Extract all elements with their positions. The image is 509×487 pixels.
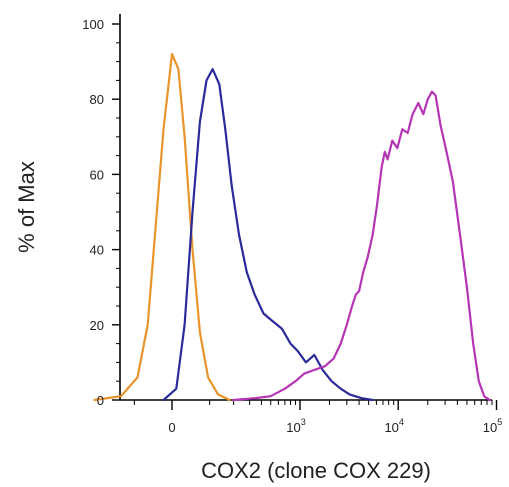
x-tick-label-1000: 103 [286, 417, 305, 435]
x-axis-title: COX2 (clone COX 229) [201, 458, 431, 483]
y-tick-label-60: 60 [90, 167, 104, 182]
y-tick-label-20: 20 [90, 318, 104, 333]
y-axis-title: % of Max [14, 161, 39, 253]
x-tick-label-100000: 105 [483, 417, 502, 435]
x-tick-exponent: 3 [301, 417, 306, 427]
series-line-2 [162, 68, 374, 402]
y-tick-label-0: 0 [97, 393, 104, 408]
y-tick-labels: 0 20 40 60 80 100 [82, 17, 104, 408]
series-line-1 [93, 53, 231, 402]
series-line-3 [232, 90, 491, 402]
x-tick-label-10000: 104 [384, 417, 403, 435]
series-layer [93, 53, 491, 402]
y-tick-label-100: 100 [82, 17, 104, 32]
y-tick-label-80: 80 [90, 92, 104, 107]
y-tick-label-40: 40 [90, 243, 104, 258]
x-tick-label-0: 0 [168, 420, 175, 435]
x-tick-exponent: 5 [497, 417, 502, 427]
x-tick-labels: 0 103 104 105 [168, 417, 502, 435]
x-tick-exponent: 4 [399, 417, 404, 427]
